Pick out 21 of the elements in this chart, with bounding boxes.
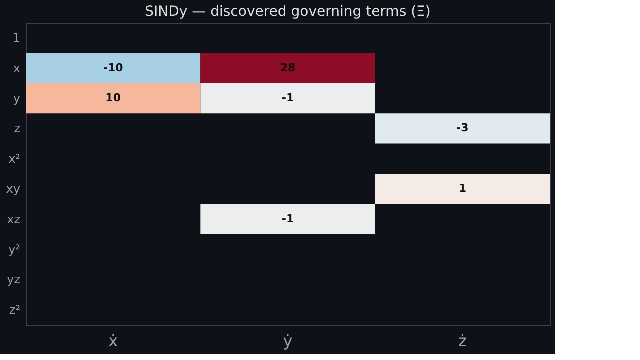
x-tick-label: ẏ <box>283 332 293 350</box>
y-tick-label: y² <box>8 242 21 256</box>
x-tick-label: ż <box>458 332 467 350</box>
y-tick-label: xy <box>6 182 20 196</box>
data-label: 1 <box>458 182 466 196</box>
y-tick-label: x² <box>8 152 21 166</box>
y-tick-label: 1 <box>12 31 20 46</box>
y-tick-label: z² <box>9 302 21 317</box>
data-label: -10 <box>103 61 124 74</box>
y-tick-label: xz <box>7 212 20 226</box>
data-label: 10 <box>106 92 122 104</box>
data-label: -1 <box>282 212 294 226</box>
chart-title: SINDy — discovered governing terms (Ξ) <box>145 4 431 20</box>
data-label: -3 <box>456 122 469 135</box>
data-label: -1 <box>282 92 294 104</box>
x-tick-label: ẋ <box>108 332 118 350</box>
data-label: 28 <box>280 61 296 74</box>
y-tick-label: x <box>13 61 20 76</box>
y-tick-label: y <box>13 92 20 106</box>
y-tick-label: z <box>14 122 20 136</box>
y-tick-label: yz <box>7 272 20 287</box>
